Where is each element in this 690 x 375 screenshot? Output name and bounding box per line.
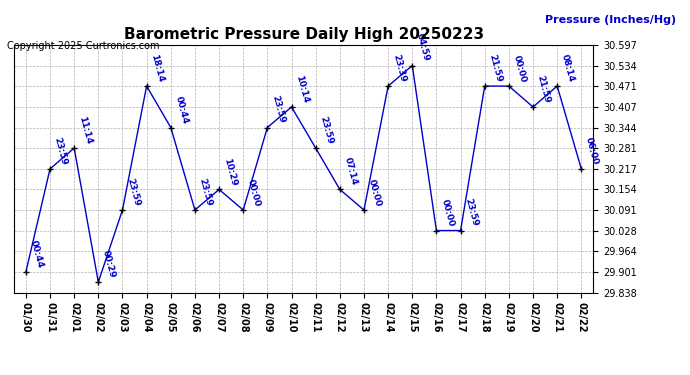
- Text: 00:00: 00:00: [246, 178, 262, 207]
- Text: 23:59: 23:59: [126, 177, 141, 207]
- Title: Barometric Pressure Daily High 20250223: Barometric Pressure Daily High 20250223: [124, 27, 484, 42]
- Text: 00:00: 00:00: [440, 198, 455, 228]
- Text: 07:14: 07:14: [343, 157, 359, 187]
- Text: Copyright 2025 Curtronics.com: Copyright 2025 Curtronics.com: [7, 41, 159, 51]
- Text: 23:59: 23:59: [464, 198, 480, 228]
- Text: 11:14: 11:14: [77, 115, 93, 145]
- Text: 18:14: 18:14: [150, 53, 166, 83]
- Text: 23:59: 23:59: [53, 136, 69, 166]
- Text: 21:59: 21:59: [488, 53, 504, 83]
- Text: 10:14: 10:14: [295, 74, 310, 104]
- Text: 00:44: 00:44: [174, 95, 190, 125]
- Text: 23:59: 23:59: [198, 177, 214, 207]
- Text: 00:29: 00:29: [101, 249, 117, 279]
- Text: 23:59: 23:59: [270, 94, 286, 125]
- Text: 08:14: 08:14: [560, 53, 576, 83]
- Text: 00:00: 00:00: [512, 54, 528, 83]
- Text: 23:39: 23:39: [391, 53, 407, 83]
- Text: 00:00: 00:00: [367, 178, 383, 207]
- Text: Pressure (Inches/Hg): Pressure (Inches/Hg): [545, 15, 676, 25]
- Text: 21:59: 21:59: [536, 74, 552, 104]
- Text: 10:29: 10:29: [222, 157, 238, 187]
- Text: 23:59: 23:59: [319, 115, 335, 145]
- Text: 04:59: 04:59: [415, 33, 431, 63]
- Text: 06:00: 06:00: [584, 136, 600, 166]
- Text: 00:44: 00:44: [29, 239, 45, 269]
